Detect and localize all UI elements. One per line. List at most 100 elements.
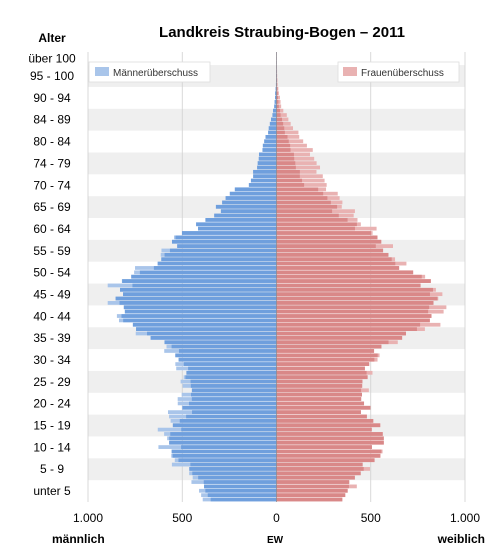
female-core-bar [276,436,384,441]
male-core-bar [272,113,277,117]
female-core-bar [276,488,348,493]
female-core-bar [276,401,365,406]
female-core-bar [276,331,406,336]
female-bar [276,121,291,126]
male-core-bar [275,86,277,91]
male-core-bar [192,471,277,476]
male-core-bar [136,327,277,331]
female-core-bar [276,257,392,262]
male-core-bar [192,410,277,415]
male-core-bar [274,100,277,104]
male-core-bar [205,488,277,493]
female-core-bar [276,183,305,187]
female-core-bar [276,161,296,165]
female-bar [276,104,282,109]
female-core-bar [276,370,367,375]
male-core-bar [189,467,277,471]
female-core-bar [276,266,400,270]
female-bar [276,148,313,152]
male-core-bar [171,449,277,454]
female-bar [276,117,289,122]
age-group-label: 25 - 29 [33,375,71,389]
age-group-label: 30 - 34 [33,353,71,367]
male-core-bar [198,475,277,480]
male-core-bar [190,462,277,467]
female-core-bar [276,235,378,240]
age-group-label: 5 - 9 [40,462,64,476]
female-core-bar [276,427,372,432]
female-core-bar [276,440,384,445]
age-group-label: 40 - 44 [33,309,71,323]
male-core-bar [207,493,277,498]
age-group-label: 65 - 69 [33,200,71,214]
male-core-bar [275,91,277,96]
male-core-bar [274,104,277,109]
female-core-bar [276,475,355,480]
male-core-bar [225,196,277,200]
female-core-bar [276,187,319,192]
female-bar [276,130,299,135]
male-core-bar [171,344,277,349]
female-core-bar [276,126,285,131]
x-tick-label: 500 [172,511,192,525]
male-core-bar [234,187,277,192]
female-core-bar [276,252,389,257]
male-core-bar [172,453,277,458]
left-side-label: männlich [52,532,105,546]
female-core-bar [276,353,378,358]
male-core-bar [203,480,277,484]
female-core-bar [276,165,296,170]
male-core-bar [204,484,277,489]
legend-female-surplus-label: Frauenüberschuss [361,68,444,79]
age-group-label: 95 - 100 [30,69,74,83]
male-core-bar [264,139,277,144]
female-core-bar [276,274,422,279]
male-core-bar [157,261,277,266]
female-core-bar [276,169,300,174]
female-bar [276,78,278,82]
female-core-bar [276,174,300,179]
male-core-bar [150,335,277,340]
male-core-bar [123,318,277,323]
age-group-label: 45 - 49 [33,287,71,301]
female-core-bar [276,362,370,366]
female-bar [276,113,287,117]
legend-female-surplus: Frauenüberschuss [337,61,460,83]
female-core-bar [276,248,384,253]
male-core-bar [179,418,277,423]
male-core-bar [262,143,277,148]
male-core-bar [222,200,277,205]
female-core-bar [276,270,414,275]
male-core-bar [248,183,277,187]
male-core-bar [259,152,277,157]
age-group-label: 84 - 89 [33,113,71,127]
female-core-bar [276,335,403,340]
female-bar [276,143,307,148]
female-core-bar [276,357,375,362]
male-core-bar [275,95,277,100]
x-tick-label: 1.000 [450,511,480,525]
male-core-bar [147,331,277,336]
male-core-bar [115,296,277,301]
male-core-bar [178,357,277,362]
age-group-label: 90 - 94 [33,91,71,105]
male-core-bar [250,178,277,183]
female-core-bar [276,113,281,117]
male-core-bar [186,414,277,419]
male-core-bar [181,427,277,432]
female-core-bar [276,480,350,484]
female-bar [276,82,278,87]
female-bar [276,100,281,104]
female-core-bar [276,392,362,397]
male-core-bar [170,432,277,436]
female-core-bar [276,471,361,476]
female-bar [276,95,280,100]
male-core-bar [205,218,277,222]
x-tick-label: 0 [273,511,280,525]
female-core-bar [276,239,382,244]
male-core-bar [270,117,277,122]
male-core-bar [181,231,277,235]
male-core-bar [178,458,277,463]
female-core-bar [276,143,291,148]
